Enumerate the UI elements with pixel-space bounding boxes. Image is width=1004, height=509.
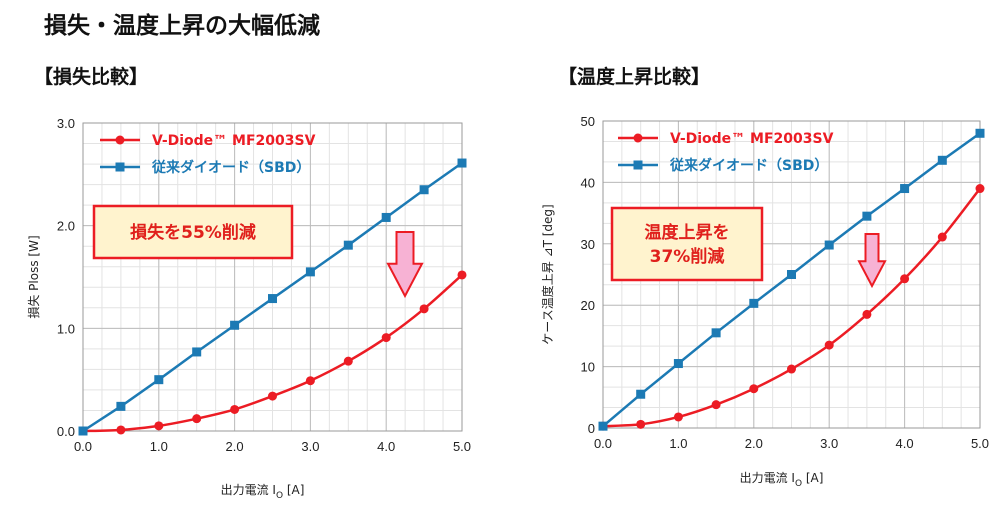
y-axis-label: ケース温度上昇 ⊿T [deg] bbox=[540, 204, 555, 344]
data-point-circle bbox=[749, 384, 759, 394]
data-point-circle bbox=[711, 400, 721, 410]
data-point-square bbox=[305, 267, 315, 277]
y-tick-label: 0.0 bbox=[57, 424, 75, 439]
annotation-text: 損失を55%削減 bbox=[130, 222, 256, 243]
data-point-circle bbox=[381, 333, 391, 343]
x-tick-label: 1.0 bbox=[150, 439, 168, 454]
x-axis-label: 出力電流 IO [A] bbox=[740, 471, 824, 489]
y-tick-label: 50 bbox=[581, 114, 595, 129]
x-tick-label: 3.0 bbox=[820, 436, 838, 451]
legend-marker-square bbox=[633, 160, 643, 170]
data-point-square bbox=[937, 155, 947, 165]
data-point-circle bbox=[636, 419, 646, 429]
x-axis-label: 出力電流 IO [A] bbox=[221, 483, 305, 501]
data-point-square bbox=[711, 328, 721, 338]
x-tick-label: 0.0 bbox=[74, 439, 92, 454]
data-point-circle bbox=[900, 274, 910, 284]
x-tick-label: 4.0 bbox=[896, 436, 914, 451]
legend-label: 従来ダイオード（SBD） bbox=[669, 157, 828, 174]
chart-1: 0.0 1.0 2.0 3.0 4.0 5.0 0 10 20 30 40 50 出力電流 IO [A]… bbox=[540, 114, 989, 489]
annotation-box bbox=[610, 206, 764, 282]
down-arrow-icon bbox=[857, 233, 887, 289]
data-point-square bbox=[230, 320, 240, 330]
data-point-square bbox=[975, 128, 985, 138]
data-point-square bbox=[787, 270, 796, 279]
y-tick-label: 0 bbox=[588, 421, 595, 436]
data-point-circle bbox=[673, 412, 683, 422]
annotation-box bbox=[92, 204, 294, 260]
legend-label: 従来ダイオード（SBD） bbox=[151, 159, 310, 176]
page-title: 損失・温度上昇の大幅低減 bbox=[44, 13, 320, 39]
loss-chart-title: 【損失比較】 bbox=[34, 66, 149, 88]
data-point-square bbox=[457, 158, 467, 168]
chart-0: 0.0 1.0 2.0 3.0 4.0 5.0 0.0 1.0 2.0 3.0 出力電流 IO [A… bbox=[26, 116, 471, 501]
x-tick-label: 3.0 bbox=[301, 439, 319, 454]
temperature-chart-title: 【温度上昇比較】 bbox=[558, 66, 711, 88]
data-point-square bbox=[598, 421, 608, 431]
data-point-circle bbox=[230, 404, 240, 414]
data-point-circle bbox=[192, 414, 202, 424]
y-tick-label: 1.0 bbox=[57, 321, 75, 336]
x-tick-label: 2.0 bbox=[745, 436, 763, 451]
data-point-square bbox=[749, 298, 759, 308]
legend-label: V-Diode™ MF2003SV bbox=[152, 133, 316, 149]
data-point-square bbox=[862, 211, 872, 221]
data-point-circle bbox=[937, 232, 947, 242]
x-tick-label: 0.0 bbox=[594, 436, 612, 451]
y-tick-label: 10 bbox=[581, 360, 595, 375]
legend-marker-circle bbox=[633, 133, 643, 143]
x-tick-label: 2.0 bbox=[226, 439, 244, 454]
y-axis-label: 損失 Ploss [W] bbox=[26, 235, 41, 318]
data-point-square bbox=[268, 294, 277, 304]
data-point-circle bbox=[154, 421, 164, 431]
data-point-square bbox=[419, 185, 429, 195]
data-point-square bbox=[900, 184, 910, 194]
data-point-circle bbox=[975, 184, 985, 194]
data-point-square bbox=[78, 426, 88, 436]
x-tick-label: 4.0 bbox=[377, 439, 395, 454]
data-point-circle bbox=[419, 304, 429, 314]
y-tick-label: 2.0 bbox=[57, 219, 75, 234]
data-point-circle bbox=[862, 309, 872, 319]
legend-marker-square bbox=[115, 162, 125, 172]
legend-marker-circle bbox=[115, 135, 125, 145]
x-tick-label: 5.0 bbox=[971, 436, 989, 451]
down-arrow-icon bbox=[386, 231, 424, 299]
y-tick-label: 3.0 bbox=[57, 116, 75, 131]
data-point-circle bbox=[343, 356, 353, 366]
data-point-square bbox=[673, 359, 683, 369]
data-point-circle bbox=[116, 425, 126, 435]
annotation-text: 温度上昇を bbox=[645, 222, 730, 243]
annotation-text: 37%削減 bbox=[650, 246, 725, 267]
legend-label: V-Diode™ MF2003SV bbox=[670, 131, 834, 147]
y-tick-label: 20 bbox=[581, 298, 595, 313]
y-tick-label: 30 bbox=[581, 237, 595, 252]
data-point-square bbox=[381, 212, 391, 222]
data-point-circle bbox=[268, 391, 277, 401]
data-point-square bbox=[154, 375, 164, 385]
data-point-square bbox=[824, 240, 834, 250]
y-tick-label: 40 bbox=[581, 175, 595, 190]
data-point-circle bbox=[457, 270, 467, 280]
data-point-square bbox=[636, 389, 646, 399]
data-point-circle bbox=[824, 340, 834, 350]
data-point-square bbox=[343, 240, 353, 250]
x-tick-label: 5.0 bbox=[453, 439, 471, 454]
data-point-square bbox=[192, 347, 202, 357]
data-point-circle bbox=[305, 376, 315, 386]
x-tick-label: 1.0 bbox=[669, 436, 687, 451]
data-point-square bbox=[116, 401, 126, 411]
data-point-circle bbox=[787, 364, 796, 374]
plot-area-border bbox=[602, 120, 981, 429]
